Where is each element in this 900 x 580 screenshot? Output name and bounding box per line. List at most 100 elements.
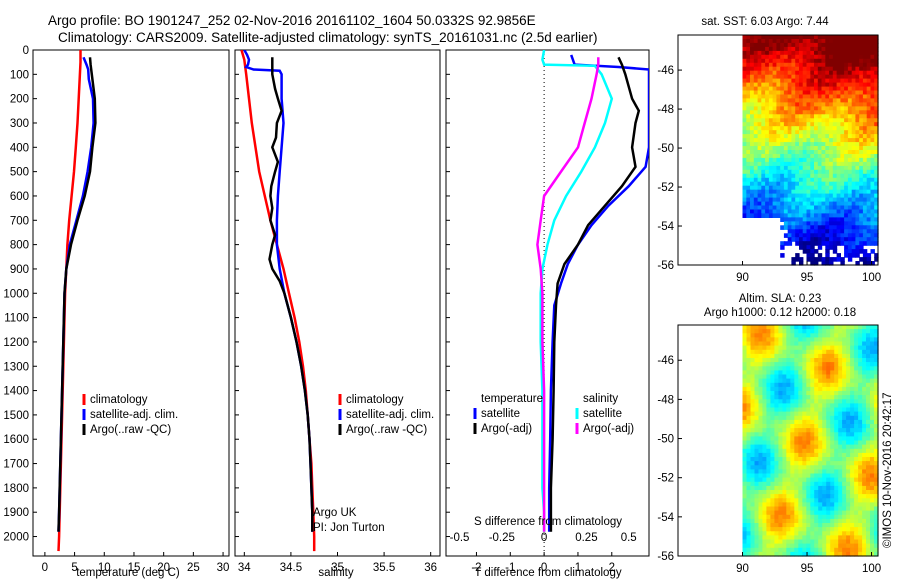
- sla-cell: [762, 494, 767, 499]
- sst-cell: [753, 42, 759, 48]
- argo-institution-label: Argo UK: [313, 507, 357, 519]
- sla-cell: [834, 481, 839, 487]
- sla-cell: [870, 452, 875, 458]
- sla-cell: [830, 502, 835, 508]
- sla-cell: [790, 494, 795, 499]
- sst-cell: [859, 66, 864, 72]
- sla-cell: [802, 485, 807, 491]
- sla-cell: [758, 527, 764, 532]
- sst-cell: [799, 237, 804, 242]
- sla-cell: [850, 506, 855, 512]
- sst-cell: [874, 126, 879, 131]
- sla-cell: [842, 539, 847, 545]
- sla-cell: [838, 411, 843, 417]
- sla-cell: [870, 485, 875, 491]
- sst-cell: [874, 54, 879, 60]
- sst-cell: [768, 90, 774, 96]
- sst-cell: [814, 138, 819, 143]
- sst-cell: [795, 134, 800, 139]
- sla-cell: [822, 386, 827, 392]
- sla-cell: [798, 362, 803, 367]
- sst-cell: [802, 102, 808, 107]
- sst-cell: [847, 249, 853, 254]
- sst-cell: [847, 82, 853, 88]
- sst-cell: [821, 157, 826, 163]
- sla-cell: [842, 531, 847, 536]
- sst-cell: [836, 138, 841, 143]
- sla-cell: [850, 461, 855, 466]
- sst-cell: [866, 257, 872, 262]
- sst-cell: [810, 39, 815, 44]
- sst-cell: [765, 78, 770, 84]
- sla-cell: [838, 436, 843, 442]
- sla-cell: [846, 370, 851, 376]
- sla-cell: [846, 543, 851, 549]
- sst-cell: [765, 39, 770, 44]
- sla-cell: [870, 370, 875, 376]
- sst-cell: [840, 193, 845, 199]
- sst-cell: [791, 98, 796, 103]
- sst-cell: [791, 35, 796, 40]
- sst-cell: [817, 221, 823, 226]
- sst-cell: [855, 213, 860, 218]
- sla-cell: [858, 461, 863, 466]
- sst-cell: [772, 189, 777, 195]
- sla-cell: [754, 448, 760, 454]
- sst-cell: [851, 197, 857, 203]
- sla-cell: [750, 428, 756, 433]
- sla-cell: [742, 527, 748, 532]
- sla-cell: [842, 391, 847, 396]
- sla-cell: [810, 494, 815, 499]
- sla-cell: [858, 419, 863, 425]
- sla-cell: [802, 514, 807, 520]
- sst-cell: [772, 94, 777, 100]
- sla-cell: [750, 448, 756, 454]
- sst-cell: [806, 221, 811, 226]
- sst-cell: [768, 98, 774, 103]
- sla-cell: [786, 325, 791, 330]
- sst-cell: [829, 130, 834, 135]
- sla-cell: [866, 378, 871, 384]
- sst-cell: [810, 102, 815, 107]
- legend-label: satellite: [481, 408, 520, 420]
- sla-cell: [854, 395, 859, 400]
- sla-cell: [838, 386, 843, 392]
- sst-cell: [855, 86, 860, 92]
- sla-cell: [862, 428, 867, 433]
- sst-cell: [817, 42, 823, 48]
- sla-cell: [874, 547, 879, 553]
- sla-cell: [790, 424, 795, 429]
- sst-cell: [810, 50, 815, 56]
- sst-cell: [836, 102, 841, 107]
- sst-cell: [817, 150, 823, 155]
- sst-cell: [810, 241, 815, 246]
- sla-cell: [806, 527, 811, 532]
- sst-cell: [836, 201, 841, 207]
- sst-cell: [761, 82, 766, 88]
- sst-cell: [844, 62, 849, 68]
- sst-cell: [844, 217, 849, 222]
- sst-cell: [753, 94, 759, 100]
- sla-cell: [786, 370, 791, 376]
- sst-cell: [787, 70, 793, 76]
- sst-cell: [787, 138, 793, 143]
- sst-cell: [776, 90, 781, 96]
- sla-cell: [762, 386, 767, 392]
- sla-cell: [786, 415, 791, 421]
- sla-cell: [758, 539, 764, 545]
- sst-cell: [862, 114, 868, 119]
- sla-cell: [802, 325, 807, 330]
- sla-cell: [842, 490, 847, 495]
- sst-cell: [870, 130, 875, 135]
- sst-cell: [844, 126, 849, 131]
- sla-cell: [758, 523, 764, 528]
- sst-cell: [832, 233, 838, 238]
- sst-cell: [814, 118, 819, 123]
- sla-cell: [850, 469, 855, 475]
- depth-tick-label: 900: [10, 264, 29, 276]
- sla-cell: [834, 551, 839, 557]
- sst-cell: [836, 181, 841, 187]
- sla-cell: [818, 386, 823, 392]
- sst-cell: [829, 201, 834, 207]
- sla-cell: [862, 494, 867, 499]
